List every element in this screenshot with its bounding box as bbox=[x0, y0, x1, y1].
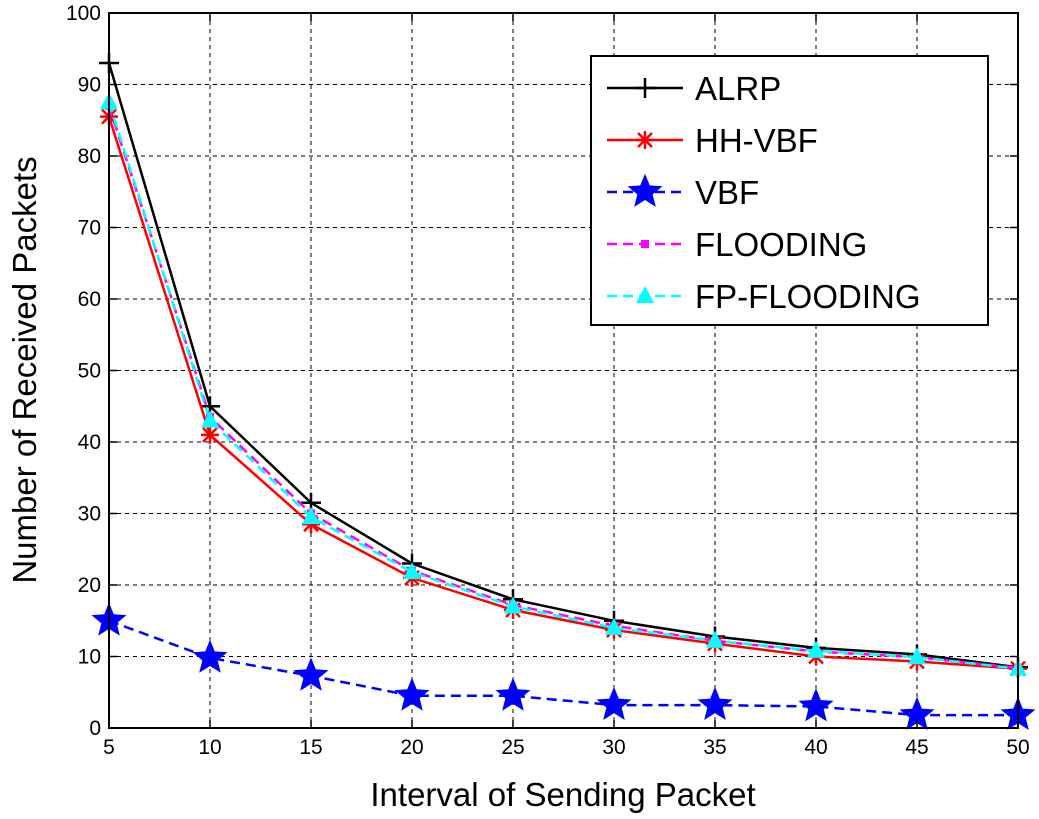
legend-entry-hh-vbf: HH-VBF bbox=[607, 122, 818, 159]
y-tick-label: 60 bbox=[78, 288, 101, 311]
y-tick-label: 40 bbox=[78, 431, 101, 454]
x-tick-label: 45 bbox=[905, 736, 928, 759]
legend-marker bbox=[627, 173, 663, 207]
data-point bbox=[605, 617, 623, 635]
y-tick-label: 80 bbox=[78, 145, 101, 168]
data-point bbox=[302, 507, 320, 525]
y-tick-label: 0 bbox=[89, 717, 101, 740]
x-tick-label: 15 bbox=[299, 736, 322, 759]
series-line-alrp bbox=[107, 62, 1019, 669]
series-line-fp-flooding bbox=[107, 102, 1019, 670]
data-point bbox=[403, 562, 421, 580]
data-point bbox=[302, 515, 320, 534]
data-point bbox=[596, 686, 632, 720]
legend-label: HH-VBF bbox=[695, 122, 818, 159]
data-point bbox=[495, 677, 531, 711]
data-point bbox=[908, 647, 926, 665]
legend-entry-flooding: FLOODING bbox=[607, 226, 867, 263]
legend-marker bbox=[641, 240, 649, 248]
series-group bbox=[91, 53, 1036, 730]
legend-entry-fp-flooding: FP-FLOODING bbox=[607, 278, 921, 315]
x-tick-label: 25 bbox=[501, 736, 524, 759]
x-tick-label: 50 bbox=[1006, 736, 1029, 759]
x-tick-label: 40 bbox=[804, 736, 827, 759]
data-point bbox=[293, 657, 329, 691]
legend-marker bbox=[636, 286, 654, 303]
y-axis-label: Number of Received Packets bbox=[6, 156, 43, 583]
x-tick-label: 5 bbox=[103, 736, 115, 759]
legend: ALRP HH-VBF VBF FLOODING FP-FLOODING bbox=[590, 55, 989, 326]
series-line-flooding bbox=[107, 105, 1019, 670]
data-point bbox=[394, 677, 430, 711]
data-point bbox=[201, 425, 219, 444]
x-axis-label: Interval of Sending Packet bbox=[370, 776, 755, 813]
data-point bbox=[192, 639, 228, 673]
y-tick-label: 70 bbox=[78, 217, 101, 240]
data-point bbox=[697, 686, 733, 720]
x-tick-label: 10 bbox=[198, 736, 221, 759]
y-tick-label: 30 bbox=[78, 503, 101, 526]
legend-marker bbox=[636, 131, 654, 149]
data-point bbox=[798, 688, 834, 722]
y-tick-label: 50 bbox=[78, 360, 101, 383]
data-point bbox=[706, 630, 724, 648]
legend-label: FLOODING bbox=[695, 226, 867, 263]
legend-label: ALRP bbox=[695, 70, 781, 107]
y-tick-label: 20 bbox=[78, 574, 101, 597]
legend-label: FP-FLOODING bbox=[695, 278, 921, 315]
legend-entry-vbf: VBF bbox=[607, 173, 759, 211]
y-tick-label: 90 bbox=[78, 74, 101, 97]
legend-label: VBF bbox=[695, 174, 759, 211]
y-tick-label: 100 bbox=[66, 2, 101, 25]
legend-marker bbox=[635, 78, 655, 98]
x-tick-label: 30 bbox=[602, 736, 625, 759]
data-point bbox=[201, 410, 219, 428]
series-fp-flooding bbox=[100, 92, 1027, 676]
series-line-hh-vbf bbox=[107, 116, 1019, 670]
data-point bbox=[807, 640, 825, 658]
y-tick-label: 10 bbox=[78, 646, 101, 669]
x-tick-label: 20 bbox=[400, 736, 423, 759]
x-tick-label: 35 bbox=[703, 736, 726, 759]
legend-entry-alrp: ALRP bbox=[607, 70, 781, 107]
axis-ticks: 5 10 15 20 25 30 35 40 45 50 0 10 20 30 40 50 60 70 80 90 10… bbox=[66, 2, 1030, 759]
data-point bbox=[504, 596, 522, 614]
series-line-vbf bbox=[108, 619, 1018, 717]
